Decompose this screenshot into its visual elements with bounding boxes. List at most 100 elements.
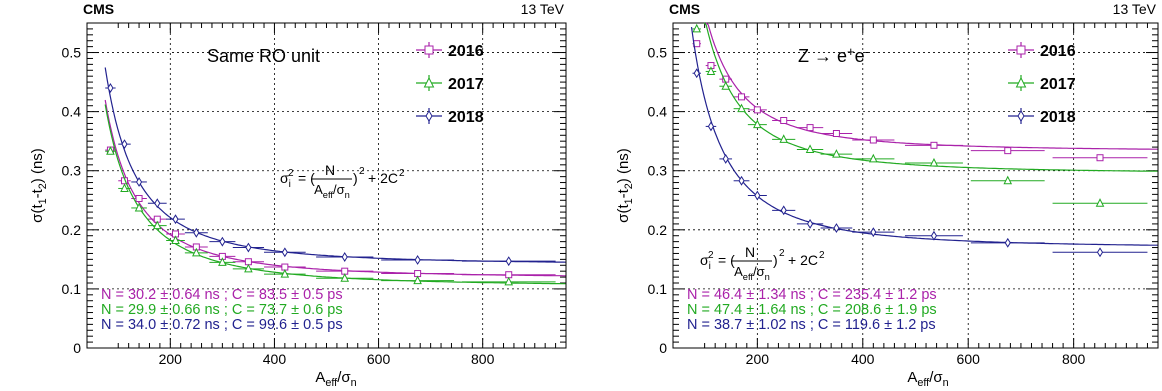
formula-close: ) (353, 170, 358, 186)
data-point (706, 66, 716, 75)
x-tick-label: 600 (957, 351, 981, 367)
series-2016: N = 46.4 ± 1.34 ns ; C = 235.4 ± 1.2 ps (687, 22, 1158, 303)
fit-result-text: N = 29.9 ± 0.66 ns ; C = 73.7 ± 0.6 ps (101, 302, 343, 318)
series-2017: N = 29.9 ± 0.66 ns ; C = 73.7 ± 0.6 ps (101, 104, 566, 318)
data-point (245, 242, 252, 253)
legend-label: 2016 (1040, 43, 1076, 60)
fit-curve (690, 27, 1158, 246)
y-tick-label: 0.2 (62, 222, 82, 238)
legend-label: 2016 (448, 43, 484, 60)
y-tick-label: 0 (73, 340, 81, 356)
data-point (738, 93, 746, 101)
legend-entry-2016: 2016 (1008, 42, 1076, 60)
x-tick-label: 800 (1062, 351, 1086, 367)
data-point (833, 223, 840, 233)
experiment-label: CMS (669, 1, 700, 17)
legend-marker (423, 76, 435, 88)
data-point (1003, 175, 1013, 185)
data-point (780, 117, 788, 124)
formula-sq2: 2 (779, 248, 785, 259)
energy-label: 13 TeV (1113, 1, 1157, 17)
fit-curve (104, 104, 566, 285)
data-point (805, 144, 815, 153)
formula-sq2: 2 (359, 166, 365, 177)
data-point (121, 139, 128, 150)
fit-curve (705, 22, 1158, 150)
data-point (219, 236, 226, 247)
legend-entry-2018: 2018 (1008, 108, 1076, 126)
data-point (832, 130, 840, 137)
legend-marker (1017, 110, 1025, 122)
y-tick-label: 0.4 (62, 104, 82, 120)
formula-sigma: σi (280, 170, 291, 190)
data-point (154, 198, 161, 209)
data-point (869, 136, 877, 144)
data-point (135, 195, 143, 202)
x-tick-label: 200 (159, 351, 183, 367)
data-point (106, 146, 115, 155)
data-point (413, 275, 422, 285)
data-point (1004, 237, 1011, 248)
y-axis-title: σ(t1-t2) (ns) (615, 148, 635, 223)
y-tick-label: 0.4 (648, 104, 668, 120)
data-point (929, 157, 939, 167)
y-tick-label: 0.1 (62, 281, 82, 297)
formula-sq: 2 (288, 168, 294, 179)
formula-sq3: 2 (819, 250, 825, 261)
data-point (172, 214, 179, 225)
data-point (414, 255, 421, 265)
data-point (1004, 147, 1012, 155)
data-point (721, 81, 731, 90)
data-point (193, 227, 200, 238)
data-point (806, 124, 814, 132)
x-tick-label: 800 (471, 351, 495, 367)
data-point (754, 190, 761, 201)
formula-sigma: σi (700, 252, 711, 272)
data-point (753, 106, 761, 114)
data-point (693, 68, 700, 79)
chart-panel-2: 200 400 600 800 0 0.1 0.2 0.3 0.4 0.5 CMS 13 TeV Aef… (615, 1, 1159, 389)
data-point (120, 183, 129, 192)
data-point (134, 202, 144, 212)
x-tick-label: 400 (263, 351, 287, 367)
x-tick-label: 600 (367, 351, 391, 367)
data-point (152, 220, 162, 230)
legend-label: 2017 (448, 76, 484, 93)
data-point (780, 205, 787, 216)
y-tick-label: 0 (659, 340, 667, 356)
data-point (107, 83, 114, 93)
data-point (869, 153, 878, 163)
experiment-label: CMS (83, 1, 114, 17)
data-point (753, 119, 762, 129)
fit-result-text: N = 38.7 ± 1.02 ns ; C = 119.6 ± 1.2 ps (687, 317, 936, 333)
fit-result-text: N = 47.4 ± 1.64 ns ; C = 208.6 ± 1.9 ps (687, 302, 937, 318)
x-axis-title: Aeff/σn (907, 369, 948, 389)
formula-denominator: Aeff/σn (314, 182, 350, 200)
series-2018: N = 34.0 ± 0.72 ns ; C = 99.6 ± 0.5 ps (101, 67, 566, 333)
data-point (870, 227, 877, 238)
legend-marker (1015, 76, 1027, 88)
data-point (340, 273, 350, 282)
series-2018: N = 38.7 ± 1.02 ns ; C = 119.6 ± 1.2 ps (687, 27, 1158, 333)
legend-label: 2017 (1040, 76, 1076, 93)
legend-marker (424, 45, 434, 55)
legend-marker (425, 110, 433, 122)
y-tick-label: 0.5 (648, 45, 668, 61)
formula-numerator: N (325, 162, 335, 178)
fit-result-text: N = 30.2 ± 0.64 ns ; C = 83.5 ± 0.5 ps (101, 287, 343, 303)
formula-sq3: 2 (399, 168, 405, 179)
panel-annotation: Same RO unit (207, 46, 320, 66)
data-point (244, 263, 253, 273)
data-point (171, 235, 180, 244)
legend-entry-2016: 2016 (416, 42, 484, 60)
y-tick-label: 0.2 (648, 222, 668, 238)
formula-const: + 2C (368, 170, 398, 186)
chart-panel-1: 200 400 600 800 0 0.1 0.2 0.3 0.4 0.5 CMS 13 TeV Aef… (29, 1, 567, 389)
panel-annotation: Z → e+e- (798, 44, 869, 66)
data-point (1096, 154, 1104, 162)
data-point (505, 256, 512, 267)
legend-label: 2018 (1040, 109, 1076, 126)
series-2016: N = 30.2 ± 0.64 ns ; C = 83.5 ± 0.5 ps (101, 99, 566, 303)
